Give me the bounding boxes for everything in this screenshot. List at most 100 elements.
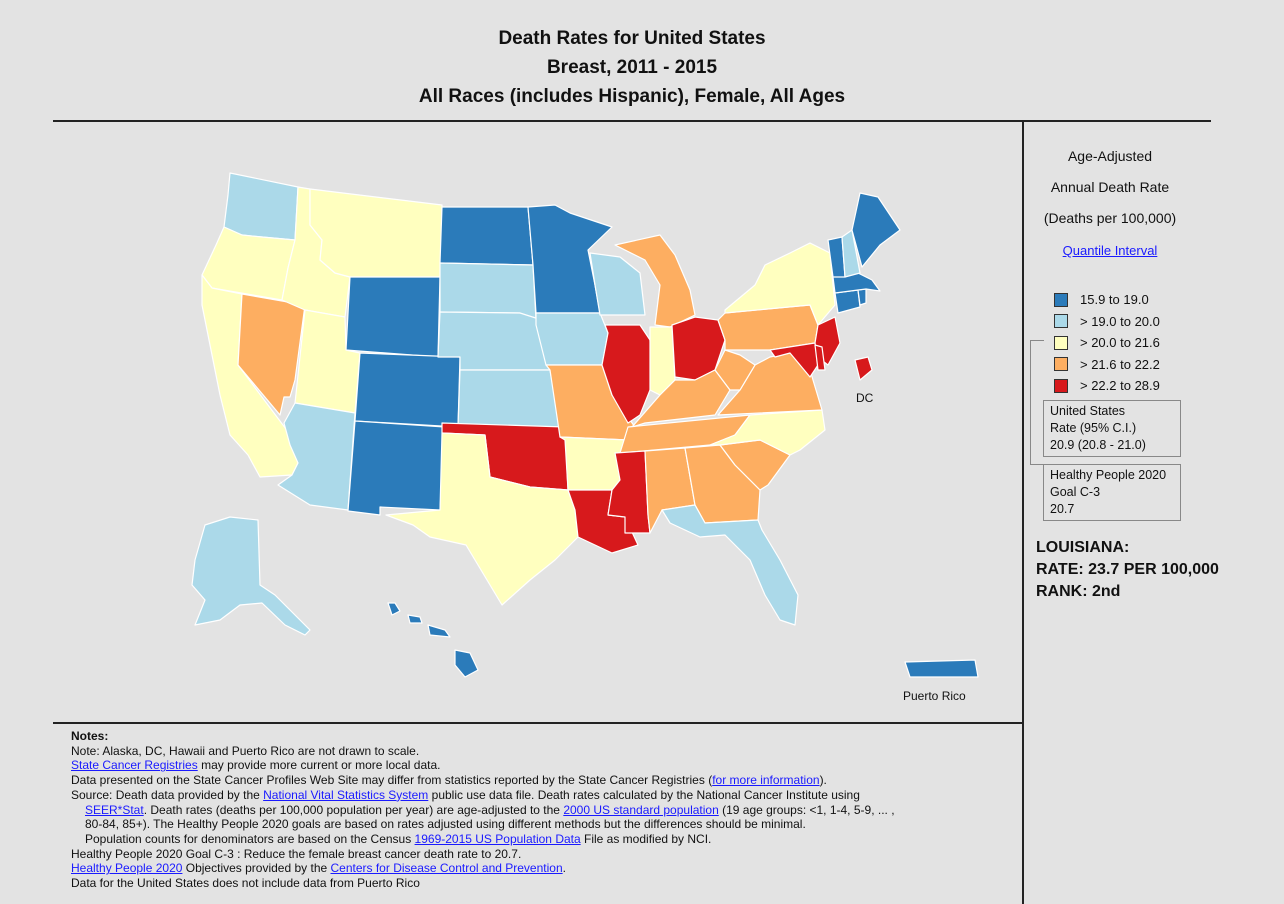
selected-state-rate: RATE: 23.7 PER 100,000 xyxy=(1036,561,1219,578)
notes-text: Objectives provided by the xyxy=(182,861,331,876)
hp2020-box: Healthy People 2020 Goal C-3 20.7 xyxy=(1043,464,1181,521)
notes-text: . xyxy=(562,861,566,876)
cdc-link[interactable]: Centers for Disease Control and Preventi… xyxy=(330,861,563,876)
legend-label: > 20.0 to 21.6 xyxy=(1080,335,1160,351)
legend-items: 15.9 to 19.0 > 19.0 to 20.0 > 20.0 to 21… xyxy=(1054,289,1160,397)
state-ND[interactable]: North Dakota xyxy=(439,206,534,266)
legend-label: > 19.0 to 20.0 xyxy=(1080,313,1160,329)
notes-line: Healthy People 2020 Objectives provided … xyxy=(71,861,1011,876)
notes-line: Population counts for denominators are b… xyxy=(71,832,1011,847)
population-data-link[interactable]: 1969-2015 US Population Data xyxy=(414,831,581,846)
notes-text: may provide more current or more local d… xyxy=(197,758,441,773)
legend-label: 15.9 to 19.0 xyxy=(1080,292,1149,308)
notes-text: . Death rates (deaths per 100,000 popula… xyxy=(143,802,564,817)
state-CT[interactable]: Connecticut xyxy=(834,289,861,314)
state-AK[interactable]: Alaska xyxy=(191,516,311,636)
notes-text: (19 age groups: <1, 1-4, 5-9, ... , xyxy=(718,802,895,817)
puerto-rico-label: Puerto Rico xyxy=(903,689,966,703)
legend-label: > 22.2 to 28.9 xyxy=(1080,378,1160,394)
legend-item[interactable]: > 20.0 to 21.6 xyxy=(1054,332,1160,354)
state-IA[interactable]: Iowa xyxy=(535,312,609,366)
standard-population-link[interactable]: 2000 US standard population xyxy=(563,802,719,817)
selected-state-rank: RANK: 2nd xyxy=(1036,583,1121,600)
notes-text: File as modified by NCI. xyxy=(580,831,712,846)
state-WA[interactable]: Washington xyxy=(223,172,299,241)
legend-bracket-top xyxy=(1030,340,1044,341)
vertical-divider xyxy=(1022,120,1024,904)
notes-line: Source: Death data provided by the Natio… xyxy=(71,788,1011,803)
legend-label: > 21.6 to 22.2 xyxy=(1080,356,1160,372)
legend-item[interactable]: > 22.2 to 28.9 xyxy=(1054,375,1160,397)
notes-line: Data presented on the State Cancer Profi… xyxy=(71,773,1011,788)
legend-heading-1: Age-Adjusted xyxy=(1067,148,1153,164)
notes-line: SEER*Stat. Death rates (deaths per 100,0… xyxy=(71,803,1011,818)
notes-line: Data for the United States does not incl… xyxy=(71,876,420,891)
state-PR[interactable]: Puerto Rico xyxy=(904,659,979,678)
legend-item[interactable]: > 19.0 to 20.0 xyxy=(1054,311,1160,333)
state-CO[interactable]: Colorado xyxy=(354,352,461,428)
state-MN[interactable]: Minnesota xyxy=(527,204,613,314)
nvss-link[interactable]: National Vital Statistics System xyxy=(263,787,429,802)
state-TX[interactable]: Texas xyxy=(385,432,579,606)
state-MD[interactable]: Maryland xyxy=(769,342,819,378)
legend-item[interactable]: 15.9 to 19.0 xyxy=(1054,289,1160,311)
notes-title: Notes: xyxy=(71,729,109,743)
notes-divider xyxy=(53,722,1023,724)
legend-heading-3: (Deaths per 100,000) xyxy=(1043,210,1177,226)
state-NV[interactable]: Nevada xyxy=(237,293,306,416)
legend-item[interactable]: > 21.6 to 22.2 xyxy=(1054,354,1160,376)
state-DE[interactable]: Delaware xyxy=(814,344,826,371)
us-rate-line-2: Rate (95% C.I.) xyxy=(1050,421,1137,435)
legend-swatch xyxy=(1054,378,1068,393)
dc-label: DC xyxy=(856,391,874,405)
state-KS[interactable]: Kansas xyxy=(457,369,561,428)
hp2020-line-3: 20.7 xyxy=(1050,502,1075,516)
notes-text: Data presented on the State Cancer Profi… xyxy=(71,773,713,788)
legend-swatch xyxy=(1054,292,1068,307)
title-line-1: Death Rates for United States xyxy=(498,28,766,49)
us-rate-box: United States Rate (95% C.I.) 20.9 (20.8… xyxy=(1043,400,1181,457)
legend-heading-2: Annual Death Rate xyxy=(1050,179,1170,195)
state-WI[interactable]: Wisconsin xyxy=(589,252,646,316)
legend-swatch xyxy=(1054,335,1068,350)
legend-swatch xyxy=(1054,357,1068,372)
state-FL[interactable]: Florida xyxy=(661,504,799,626)
state-WY[interactable]: Wyoming xyxy=(345,276,441,358)
seer-stat-link[interactable]: SEER*Stat xyxy=(85,802,144,817)
state-SD[interactable]: South Dakota xyxy=(439,262,537,321)
notes-text: Population counts for denominators are b… xyxy=(85,831,415,846)
notes-line: State Cancer Registries may provide more… xyxy=(71,758,1011,773)
title-line-2: Breast, 2011 - 2015 xyxy=(546,57,718,78)
notes-section: Notes: Note: Alaska, DC, Hawaii and Puer… xyxy=(71,729,1011,891)
more-information-link[interactable]: for more information xyxy=(712,773,820,788)
state-ME[interactable]: Maine xyxy=(851,192,901,268)
us-rate-line-3: 20.9 (20.8 - 21.0) xyxy=(1050,438,1146,452)
state-OH[interactable]: Ohio xyxy=(671,316,726,381)
us-choropleth-map: Washington Oregon California Nevada Idah… xyxy=(191,172,979,703)
selected-state-name: LOUISIANA: xyxy=(1036,539,1130,556)
notes-text: Source: Death data provided by the xyxy=(71,787,264,802)
hp2020-line-2: Goal C-3 xyxy=(1050,485,1101,499)
notes-text: public use data file. Death rates calcul… xyxy=(428,787,860,802)
hp2020-line-1: Healthy People 2020 xyxy=(1050,468,1167,482)
state-IL[interactable]: Illinois xyxy=(601,324,653,424)
notes-text: ). xyxy=(819,773,827,788)
state-NM[interactable]: New Mexico xyxy=(347,420,446,516)
legend-bracket xyxy=(1030,340,1031,464)
state-MA[interactable]: Massachusetts xyxy=(832,272,881,294)
state-HI[interactable]: Hawaii xyxy=(387,602,479,678)
legend-bracket-bottom xyxy=(1030,464,1044,465)
state-NC[interactable]: North Carolina xyxy=(709,409,826,456)
state-MT[interactable]: Montana xyxy=(309,188,443,278)
us-rate-line-1: United States xyxy=(1050,404,1126,418)
state-RI[interactable]: Rhode Island xyxy=(857,288,867,306)
notes-line: 80-84, 85+). The Healthy People 2020 goa… xyxy=(85,817,806,832)
state-cancer-registries-link[interactable]: State Cancer Registries xyxy=(71,758,198,773)
quantile-interval-link[interactable]: Quantile Interval xyxy=(1062,243,1158,258)
top-divider xyxy=(53,120,1211,122)
map-title: Death Rates for United States Breast, 20… xyxy=(0,24,1264,111)
state-DC[interactable]: District of Columbia xyxy=(854,356,873,381)
state-NH[interactable]: New Hampshire xyxy=(841,229,861,278)
title-line-3: All Races (includes Hispanic), Female, A… xyxy=(418,86,846,107)
healthy-people-link[interactable]: Healthy People 2020 xyxy=(71,861,183,876)
